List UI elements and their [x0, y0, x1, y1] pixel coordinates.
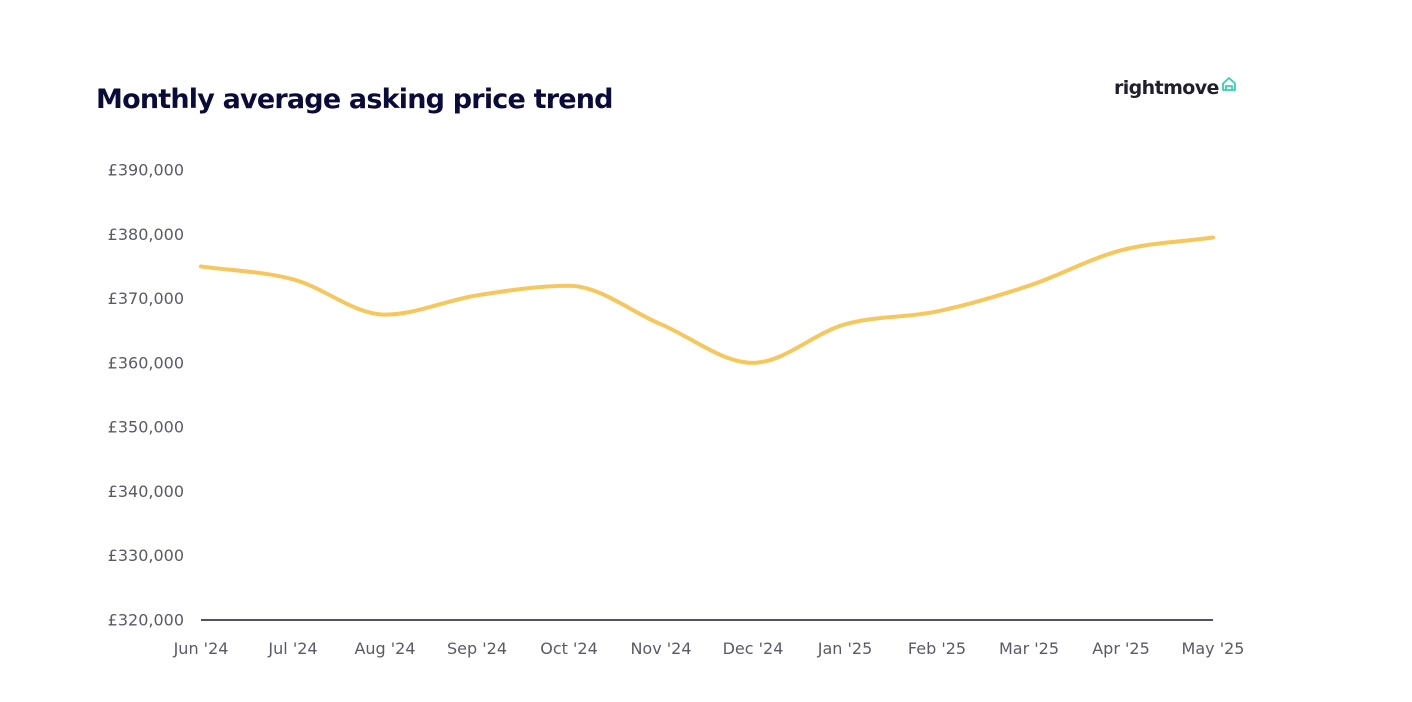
x-tick-label: Sep '24: [447, 639, 507, 658]
x-tick-label: Jun '24: [173, 639, 229, 658]
x-tick-label: Nov '24: [630, 639, 691, 658]
x-tick-label: Apr '25: [1092, 639, 1150, 658]
x-tick-label: Feb '25: [908, 639, 966, 658]
x-tick-label: Oct '24: [540, 639, 598, 658]
y-tick-label: £380,000: [108, 225, 184, 244]
rightmove-logo: rightmove: [1114, 74, 1237, 102]
chart-title: Monthly average asking price trend: [96, 84, 613, 115]
x-axis: Jun '24 Jul '24 Aug '24 Sep '24 Oct '24 Nov '…: [173, 619, 1245, 658]
x-tick-label: Mar '25: [999, 639, 1059, 658]
y-axis: £320,000 £330,000 £340,000 £350,000 £360,000…: [108, 161, 184, 630]
x-tick-label: Jan '25: [817, 639, 873, 658]
y-tick-label: £390,000: [108, 161, 184, 180]
x-tick-label: Jul '24: [267, 639, 317, 658]
y-tick-label: £370,000: [108, 289, 184, 308]
y-tick-label: £330,000: [108, 546, 184, 565]
y-tick-label: £320,000: [108, 611, 184, 630]
series-layer: [199, 235, 1215, 365]
y-tick-label: £350,000: [108, 418, 184, 437]
house-outline-icon: [1221, 77, 1236, 91]
x-tick-label: Dec '24: [723, 639, 784, 658]
y-tick-label: £340,000: [108, 482, 184, 501]
x-tick-label: May '25: [1182, 639, 1245, 658]
price-trend-line: [199, 235, 1215, 365]
x-tick-label: Aug '24: [354, 639, 415, 658]
brand-name: rightmove: [1114, 77, 1219, 99]
y-tick-label: £360,000: [108, 353, 184, 372]
